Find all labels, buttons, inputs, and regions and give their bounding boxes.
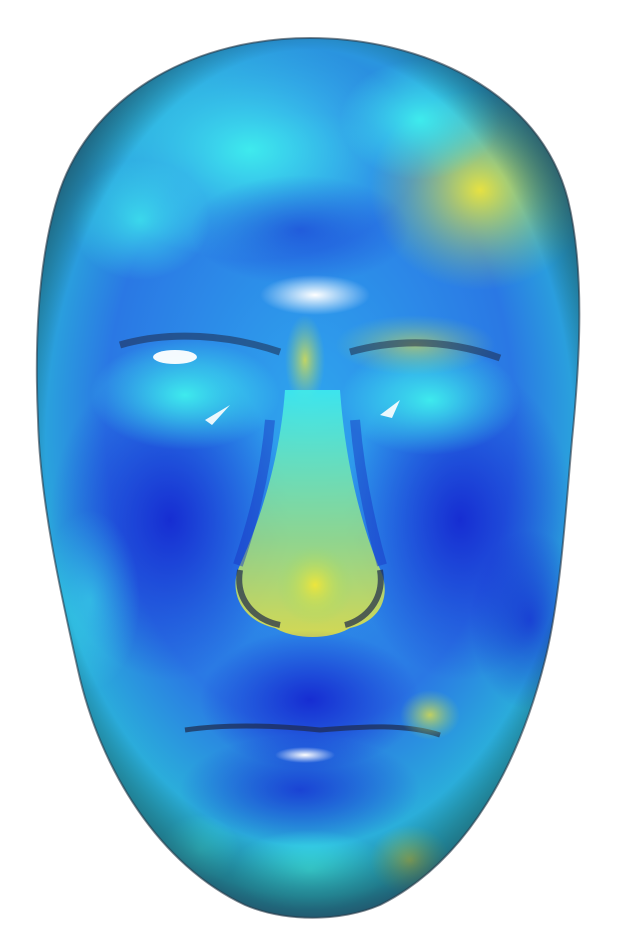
face-outline — [35, 36, 581, 919]
